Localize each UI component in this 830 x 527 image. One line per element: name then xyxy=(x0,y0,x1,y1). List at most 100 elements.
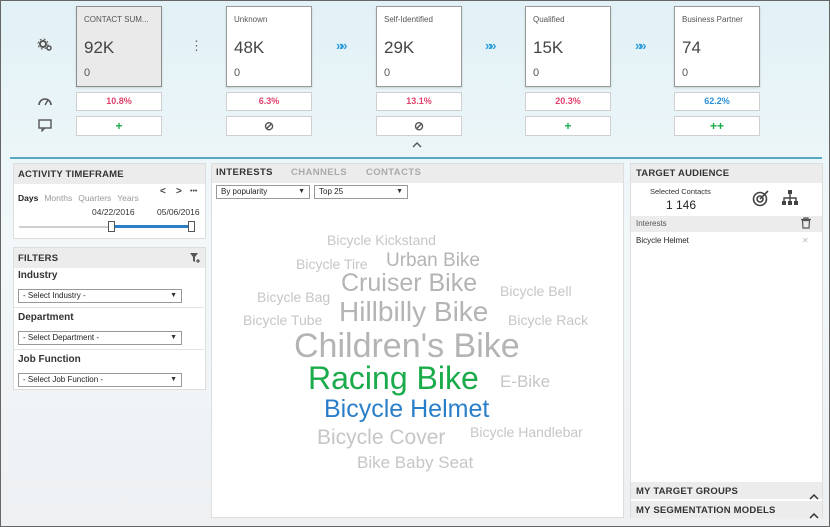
my-segmentation-models-header[interactable]: MY SEGMENTATION MODELS xyxy=(636,505,776,516)
blocked-icon[interactable]: ⊘ xyxy=(376,116,462,136)
stage-count: 29K xyxy=(384,38,415,57)
audience-item-label: Bicycle Helmet xyxy=(636,236,689,245)
filter-label-job-function: Job Function xyxy=(18,354,81,365)
top-count-select-value: Top 25 xyxy=(319,187,344,196)
interest-word[interactable]: Bicycle Bag xyxy=(257,289,331,305)
filter-label-industry: Industry xyxy=(18,270,58,281)
add-to-audience-button[interactable]: + xyxy=(525,116,611,136)
interest-word[interactable]: Bicycle Tube xyxy=(243,312,323,328)
conversion-rate: 62.2% xyxy=(674,92,760,111)
department-select[interactable]: - Select Department - ▼ xyxy=(18,331,182,345)
stage-count: 15K xyxy=(533,38,564,57)
slider-handle-end[interactable] xyxy=(188,221,195,232)
interest-word[interactable]: Hillbilly Bike xyxy=(339,296,489,327)
date-from: 04/22/2016 xyxy=(92,207,135,217)
chevron-down-icon: ▼ xyxy=(170,292,177,299)
filter-add-icon[interactable] xyxy=(189,251,201,269)
settings-gear-icon[interactable] xyxy=(36,38,54,52)
top-count-select[interactable]: Top 25 ▼ xyxy=(314,185,408,199)
conversion-rate: 20.3% xyxy=(525,92,611,111)
stage-label: CONTACT SUM... xyxy=(84,15,149,24)
target-audience-title: TARGET AUDIENCE xyxy=(636,168,730,179)
tab-quarters[interactable]: Quarters xyxy=(78,193,112,203)
interest-word[interactable]: Urban Bike xyxy=(386,250,480,271)
activity-title: ACTIVITY TIMEFRAME xyxy=(18,169,124,180)
add-to-audience-button[interactable]: ++ xyxy=(674,116,760,136)
collapse-chevron-icon[interactable] xyxy=(410,140,424,152)
tab-years[interactable]: Years xyxy=(117,193,139,203)
funnel-stage-card[interactable]: Self-Identified 29K 0 xyxy=(376,6,462,87)
funnel-arrow-icon: »» xyxy=(485,38,497,53)
chevron-down-icon: ▼ xyxy=(170,376,177,383)
stage-subcount: 0 xyxy=(384,67,391,79)
interest-word[interactable]: Bicycle Kickstand xyxy=(327,232,436,248)
conversion-rate: 10.8% xyxy=(76,92,162,111)
blocked-icon[interactable]: ⊘ xyxy=(226,116,312,136)
interest-word[interactable]: Children's Bike xyxy=(294,327,520,365)
section-divider xyxy=(10,157,822,159)
hierarchy-icon[interactable] xyxy=(781,189,799,211)
chevron-up-icon[interactable] xyxy=(809,506,819,524)
interest-word[interactable]: Racing Bike xyxy=(308,360,479,396)
remove-icon[interactable]: ✕ xyxy=(802,236,809,245)
chevron-up-icon[interactable] xyxy=(809,487,819,505)
interests-panel xyxy=(211,163,624,518)
chat-icon[interactable] xyxy=(36,118,54,132)
selected-contacts-label: Selected Contacts xyxy=(650,187,711,196)
slider-range-fill xyxy=(110,225,195,228)
interest-word[interactable]: Bicycle Cover xyxy=(317,426,446,449)
interest-word[interactable]: Bicycle Rack xyxy=(508,312,589,328)
slider-handle-start[interactable] xyxy=(107,221,115,232)
my-target-groups-header[interactable]: MY TARGET GROUPS xyxy=(636,486,739,497)
chevron-down-icon: ▼ xyxy=(396,188,403,195)
department-select-value: - Select Department - xyxy=(23,333,100,342)
target-icon[interactable] xyxy=(752,189,770,212)
filters-title: FILTERS xyxy=(18,253,59,264)
tab-days[interactable]: Days xyxy=(18,193,39,203)
next-icon[interactable]: > xyxy=(176,186,182,197)
interest-word[interactable]: Cruiser Bike xyxy=(341,269,478,297)
trash-icon[interactable] xyxy=(800,216,812,234)
interest-word[interactable]: E-Bike xyxy=(500,372,551,391)
prev-icon[interactable]: < xyxy=(160,186,166,197)
funnel-stage-card[interactable]: CONTACT SUM... 92K 0 xyxy=(76,6,162,87)
stage-subcount: 0 xyxy=(682,67,689,79)
stage-label: Business Partner xyxy=(682,15,743,24)
interest-word[interactable]: Bicycle Tire xyxy=(296,256,368,272)
sort-select-value: By popularity xyxy=(221,187,268,196)
more-options-icon[interactable]: ⋮ xyxy=(190,38,203,53)
job-function-select[interactable]: - Select Job Function - ▼ xyxy=(18,373,182,387)
stage-label: Self-Identified xyxy=(384,15,433,24)
funnel-arrow-icon: »» xyxy=(635,38,647,53)
sort-select[interactable]: By popularity ▼ xyxy=(216,185,310,199)
industry-select[interactable]: - Select Industry - ▼ xyxy=(18,289,182,303)
stage-subcount: 0 xyxy=(234,67,241,79)
stage-count: 48K xyxy=(234,38,265,57)
stage-subcount: 0 xyxy=(533,67,540,79)
target-audience-panel xyxy=(630,163,823,518)
tab-interests[interactable]: INTERESTS xyxy=(216,167,273,178)
add-to-audience-button[interactable]: + xyxy=(76,116,162,136)
chevron-down-icon: ▼ xyxy=(298,188,305,195)
interests-section-label: Interests xyxy=(636,219,667,228)
tab-months[interactable]: Months xyxy=(44,193,73,203)
stage-count: 92K xyxy=(84,38,115,57)
filter-divider xyxy=(14,349,204,350)
funnel-stage-card[interactable]: Qualified 15K 0 xyxy=(525,6,611,87)
conversion-rate: 6.3% xyxy=(226,92,312,111)
stage-label: Unknown xyxy=(234,15,268,24)
selected-contacts-value: 1 146 xyxy=(666,198,697,212)
interest-word[interactable]: Bicycle Bell xyxy=(500,283,572,299)
funnel-stage-card[interactable]: Business Partner 74 0 xyxy=(674,6,760,87)
funnel-stage-card[interactable]: Unknown 48K 0 xyxy=(226,6,312,87)
more-icon[interactable]: ••• xyxy=(190,188,198,195)
interest-word[interactable]: Bicycle Handlebar xyxy=(470,424,583,440)
tab-contacts[interactable]: CONTACTS xyxy=(366,167,422,178)
tab-channels[interactable]: CHANNELS xyxy=(291,167,347,178)
interest-word[interactable]: Bicycle Helmet xyxy=(324,395,490,423)
filters-panel: FILTERS xyxy=(13,247,206,390)
date-to: 05/06/2016 xyxy=(157,207,200,217)
stage-label: Qualified xyxy=(533,15,565,24)
interest-word[interactable]: Bike Baby Seat xyxy=(357,453,474,472)
conversion-rate: 13.1% xyxy=(376,92,462,111)
